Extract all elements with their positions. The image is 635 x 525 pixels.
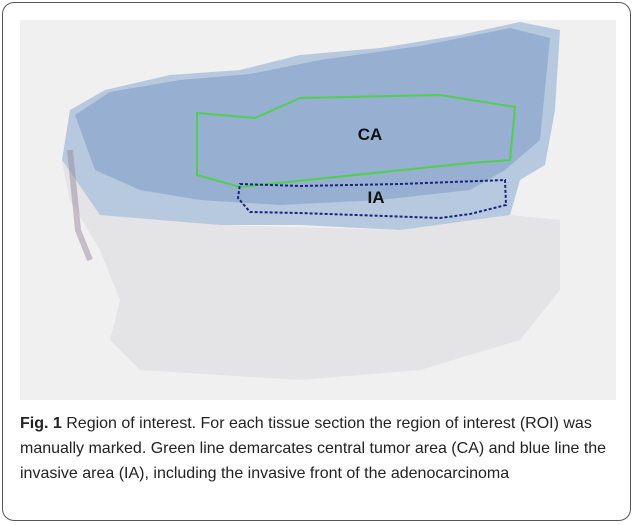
caption-label: Fig. 1 — [20, 415, 62, 432]
region-label: CA — [358, 125, 383, 144]
caption-text: Region of interest. For each tissue sect… — [20, 415, 606, 482]
caption: Fig. 1 Region of interest. For each tiss… — [20, 411, 620, 486]
micrograph: CA IA — [20, 20, 616, 400]
region-label: IA — [368, 188, 385, 207]
